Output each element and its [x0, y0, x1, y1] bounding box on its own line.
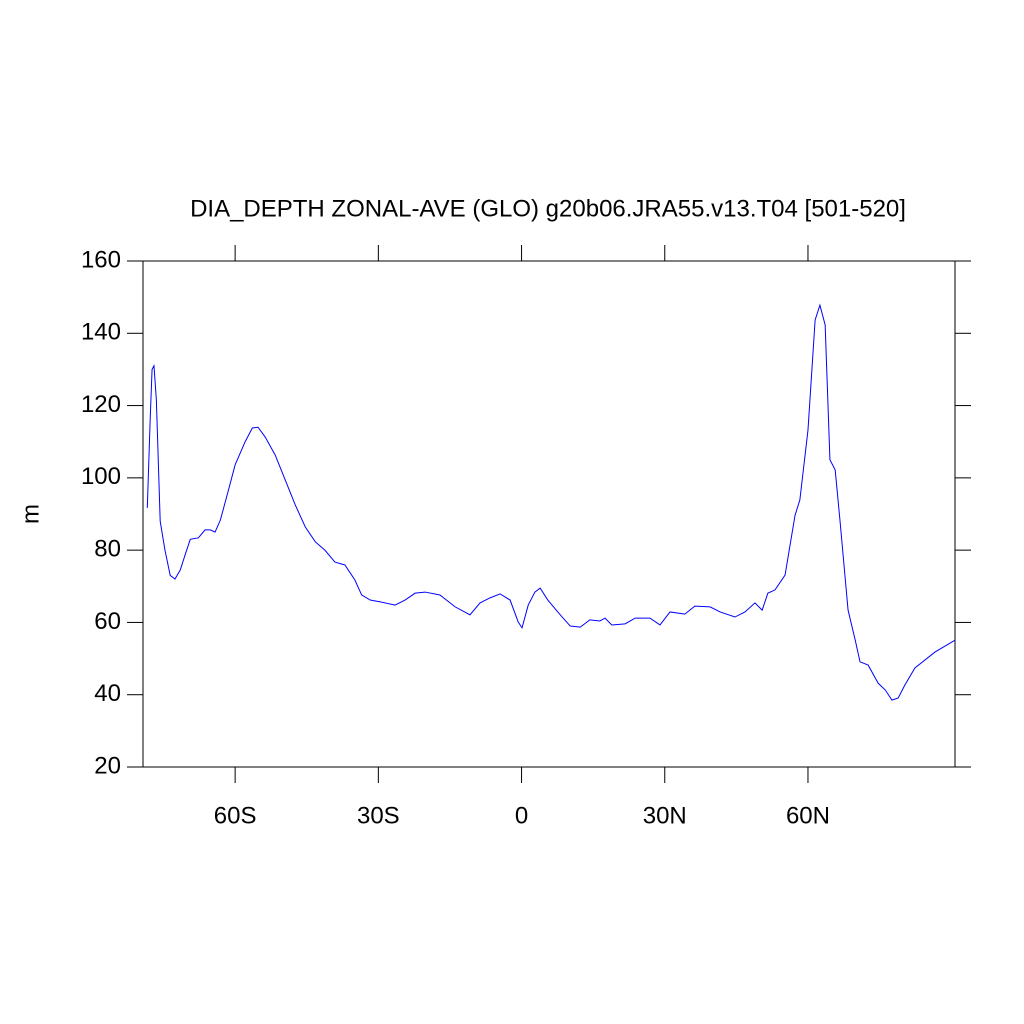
chart-title: DIA_DEPTH ZONAL-AVE (GLO) g20b06.JRA55.v… — [190, 195, 906, 222]
y-tick-label: 80 — [94, 535, 121, 562]
y-tick-label: 160 — [81, 246, 121, 273]
x-tick-label: 60N — [786, 802, 830, 829]
x-tick-label: 30N — [643, 802, 687, 829]
x-tick-label: 60S — [214, 802, 257, 829]
plot-frame — [142, 260, 956, 768]
y-tick-label: 20 — [94, 752, 121, 779]
y-axis-label: m — [17, 504, 44, 524]
x-tick-label: 0 — [515, 802, 528, 829]
y-tick-label: 60 — [94, 608, 121, 635]
y-tick-label: 120 — [81, 391, 121, 418]
y-tick-label: 40 — [94, 680, 121, 707]
x-tick-label: 30S — [357, 802, 400, 829]
y-tick-label: 140 — [81, 319, 121, 346]
data-line — [146, 303, 956, 701]
y-tick-label: 100 — [81, 463, 121, 490]
